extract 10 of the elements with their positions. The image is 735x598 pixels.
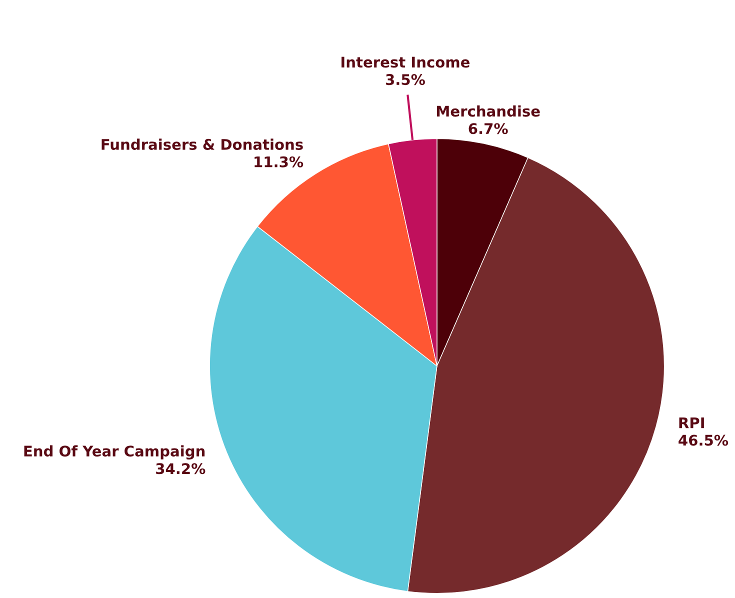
data-label: 3.5% <box>386 74 425 86</box>
slice-label: Interest Income <box>342 56 470 68</box>
data-label: 46.5% <box>678 434 728 446</box>
slice-label: Fundraisers & Donations <box>102 138 303 150</box>
slice-label: End Of Year Campaign <box>24 445 205 460</box>
data-label: 34.2% <box>156 463 206 474</box>
data-label: 6.7% <box>468 123 508 134</box>
slice-label: RPI <box>679 417 704 428</box>
slice-label: Merchandise <box>437 105 540 117</box>
data-label: 11.3% <box>254 156 304 168</box>
